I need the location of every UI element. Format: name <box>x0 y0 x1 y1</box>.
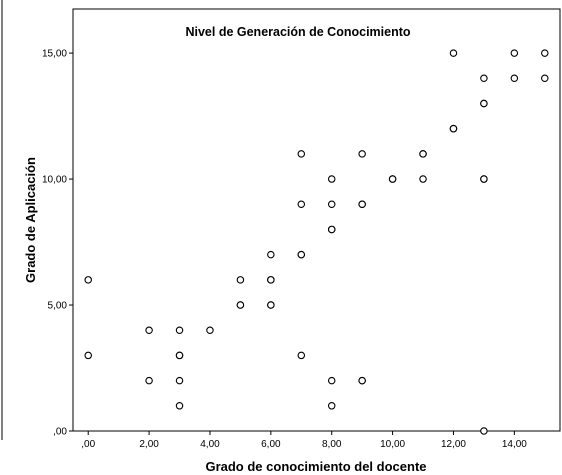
y-tick-label: ,00 <box>53 427 67 438</box>
data-point <box>541 74 549 83</box>
data-point <box>84 276 92 284</box>
x-tick-label: 10,00 <box>380 439 405 450</box>
data-point <box>358 376 366 385</box>
data-point <box>145 376 153 385</box>
data-point <box>297 150 306 158</box>
y-tick-label: 5,00 <box>48 301 68 312</box>
y-tick-label: 10,00 <box>42 175 67 186</box>
plot-frame <box>72 8 561 432</box>
data-point <box>419 150 427 158</box>
chart-title: Nivel de Generación de Conocimiento <box>185 25 410 39</box>
data-point <box>175 376 184 385</box>
data-point <box>480 74 488 83</box>
data-point <box>541 49 549 57</box>
y-axis-title: Grado de Aplicación <box>23 157 38 283</box>
data-point <box>145 326 153 334</box>
x-tick-label: 8,00 <box>322 439 342 450</box>
data-point <box>297 250 306 259</box>
data-point <box>358 150 366 158</box>
x-tick-label: 6,00 <box>261 439 281 450</box>
data-point <box>419 175 427 183</box>
data-point <box>449 49 458 57</box>
data-point <box>480 99 488 108</box>
data-point <box>510 74 519 83</box>
x-tick-label: ,00 <box>81 439 95 450</box>
data-point <box>267 276 275 284</box>
data-point <box>510 49 519 57</box>
x-axis: ,00 2,00 4,00 6,00 8,00 10,00 12,00 14,00 <box>81 431 527 450</box>
y-tick-label: 15,00 <box>42 49 67 60</box>
data-point <box>267 250 275 259</box>
data-point <box>327 376 336 385</box>
data-point <box>480 427 488 435</box>
data-point <box>358 200 366 209</box>
data-point <box>206 326 214 334</box>
data-point <box>480 175 488 183</box>
y-axis: ,00 5,00 10,00 15,00 <box>42 49 73 438</box>
data-point <box>175 351 184 360</box>
data-point <box>327 200 336 209</box>
data-point <box>175 326 184 334</box>
x-tick-label: 14,00 <box>502 439 527 450</box>
data-point <box>449 124 458 133</box>
x-tick-label: 12,00 <box>441 439 466 450</box>
data-point <box>297 200 306 209</box>
data-point <box>297 351 306 360</box>
data-point <box>236 276 245 284</box>
data-point <box>267 301 275 309</box>
x-axis-title: Grado de conocimiento del docente <box>205 459 426 474</box>
data-point <box>175 402 184 410</box>
x-tick-label: 2,00 <box>139 439 159 450</box>
data-point <box>84 351 92 360</box>
data-point <box>388 175 397 183</box>
data-point <box>236 301 245 309</box>
x-tick-label: 4,00 <box>200 439 220 450</box>
data-point <box>327 175 336 183</box>
data-point <box>327 402 336 410</box>
scatter-points <box>84 49 549 435</box>
data-point <box>327 225 336 234</box>
